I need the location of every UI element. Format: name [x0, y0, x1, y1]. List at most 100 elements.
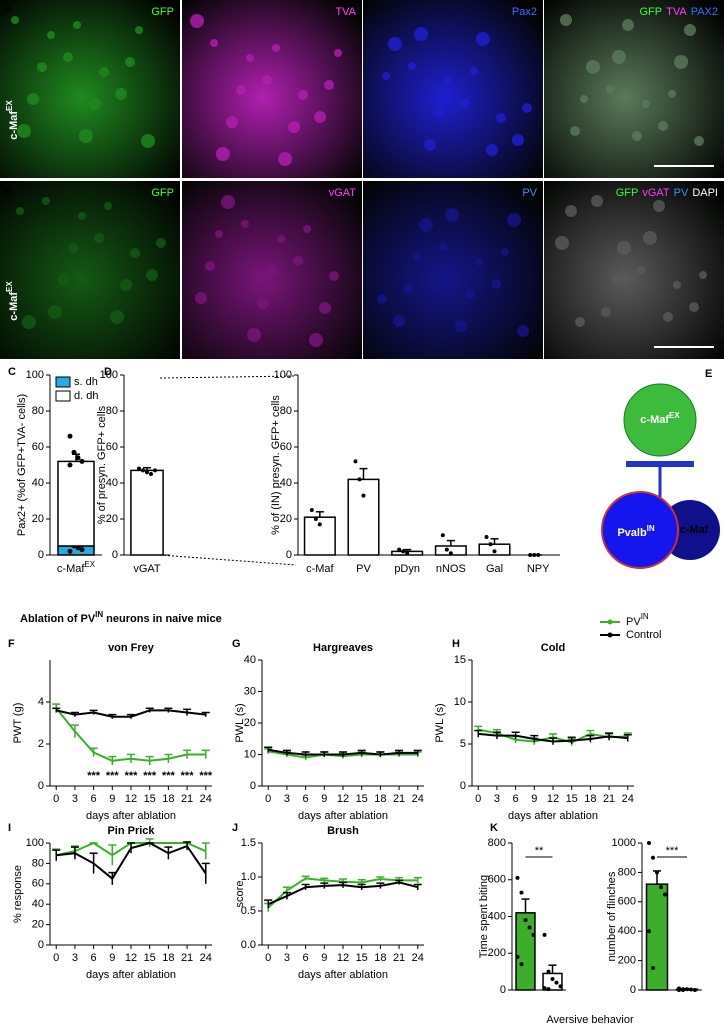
cell-blob	[632, 131, 642, 141]
x-tick-label: nNOS	[436, 563, 466, 575]
cell-blob	[293, 256, 303, 266]
x-tick-label: pDyn	[394, 563, 420, 575]
side-text: c-Maf	[8, 292, 20, 321]
cell-circle	[623, 383, 697, 457]
y-tick-label: 1.0	[241, 871, 256, 883]
legend-label: Control	[626, 629, 661, 641]
data-point	[527, 925, 532, 930]
data-point	[448, 551, 453, 556]
diagram-label: c-Maf	[680, 524, 709, 536]
y-tick-label: 100	[26, 369, 44, 381]
zoom-line	[159, 375, 297, 379]
channel-name: GFP	[616, 187, 639, 199]
data-point	[528, 553, 533, 557]
x-tick-label: NPY	[527, 563, 550, 575]
data-point	[309, 508, 314, 512]
data-point	[313, 517, 318, 521]
y-tick-label: 80	[106, 405, 118, 417]
cell-blob	[216, 147, 230, 161]
x-tick-label: 3	[72, 952, 78, 964]
y-tick-label: 0	[38, 939, 44, 951]
data-point	[145, 470, 149, 475]
y-tick-label: 20	[280, 513, 292, 525]
data-point	[317, 522, 322, 527]
y-tick-label: 0	[38, 780, 44, 792]
y-axis-label: Time spent biting	[478, 875, 490, 958]
y-tick-label: 60	[106, 441, 118, 453]
cell-blob	[377, 294, 387, 304]
cell-blob	[58, 274, 70, 286]
data-point	[647, 929, 651, 934]
y-tick-label: 0.5	[241, 905, 256, 917]
cell-blob	[668, 90, 676, 98]
y-tick-label: 200	[488, 947, 506, 959]
cell-blob	[272, 44, 280, 52]
cell-blob	[575, 317, 585, 327]
x-axis-label: days after ablation	[298, 969, 388, 981]
cell-blob	[434, 108, 444, 118]
channel-name: vGAT	[642, 187, 670, 199]
y-axis-label: number of flinches	[606, 871, 618, 961]
data-point	[67, 433, 73, 439]
data-point	[542, 986, 547, 991]
cell-blob	[195, 292, 207, 304]
bar	[347, 478, 380, 556]
cell-blob	[491, 279, 501, 289]
cell-blob	[470, 67, 478, 75]
cell-blob	[146, 269, 158, 281]
x-tick-label: 21	[181, 793, 193, 805]
data-point	[440, 533, 445, 538]
y-tick-label: 600	[488, 874, 506, 886]
bar	[130, 469, 164, 556]
y-tick-label: 100	[26, 837, 44, 849]
x-tick-label: 15	[566, 793, 578, 805]
y-tick-label: 0.0	[241, 939, 256, 951]
y-tick-label: 40	[106, 477, 118, 489]
annotation: ***	[106, 770, 120, 782]
x-tick-label: 21	[393, 952, 405, 964]
y-tick-label: 80	[280, 405, 292, 417]
data-point	[554, 980, 559, 985]
cell-blob	[125, 57, 135, 67]
x-tick-label: 12	[337, 952, 349, 964]
annotation: ***	[125, 770, 139, 782]
y-tick-label: 600	[618, 896, 636, 908]
cell-blob	[501, 248, 509, 256]
panel-letter: D	[104, 366, 112, 378]
legend-swatch	[55, 376, 71, 388]
zoom-line	[159, 554, 297, 566]
label: Pvalb	[617, 527, 647, 539]
cell-blob	[278, 152, 292, 166]
cell-blob	[156, 238, 166, 248]
cell-blob	[565, 205, 577, 217]
cell-blob	[314, 111, 326, 123]
y-tick-label: 200	[618, 955, 636, 967]
data-point	[651, 855, 655, 860]
legend-swatch	[55, 390, 71, 402]
series-line	[478, 732, 628, 743]
data-point	[558, 984, 563, 989]
cell-blob	[382, 72, 390, 80]
label-sup: IN	[647, 524, 655, 533]
data-point	[647, 841, 651, 845]
data-point	[397, 547, 402, 552]
cell-blob	[226, 116, 238, 128]
cell-blob	[465, 289, 475, 299]
data-point	[67, 548, 73, 554]
annotation: ***	[181, 770, 195, 782]
y-axis-label: Pax2+ (%of GFP+TVA- cells)	[16, 394, 28, 536]
x-tick-label: Gal	[486, 563, 503, 575]
cell-blob	[413, 253, 421, 261]
x-tick-label: 24	[200, 952, 212, 964]
x-tick-label: PV	[356, 563, 371, 575]
category: pDyn	[394, 563, 420, 575]
y-tick-label: 400	[618, 925, 636, 937]
data-point	[536, 553, 541, 557]
cell-blob	[319, 302, 331, 314]
data-point	[79, 547, 85, 553]
y-tick-label: 20	[244, 717, 256, 729]
y-tick-label: 0	[112, 549, 118, 561]
x-tick-label: 0	[265, 793, 271, 805]
data-point	[519, 962, 524, 967]
